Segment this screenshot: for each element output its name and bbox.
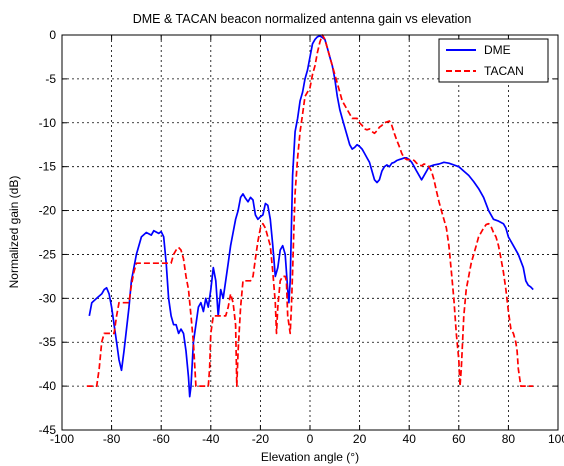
x-tick-label: 100 [548, 432, 564, 446]
series-line-dme [88, 35, 534, 398]
y-tick-label: -5 [45, 72, 56, 86]
x-tick-label: -80 [103, 432, 121, 446]
y-tick-label: -45 [39, 423, 57, 437]
x-tick-label: -60 [153, 432, 171, 446]
x-tick-label: -20 [252, 432, 270, 446]
x-tick-label: 0 [307, 432, 314, 446]
y-tick-label: -35 [39, 335, 57, 349]
x-tick-label: 60 [452, 432, 466, 446]
y-tick-label: -25 [39, 247, 57, 261]
y-tick-label: -10 [39, 116, 57, 130]
x-tick-label: 40 [403, 432, 417, 446]
chart-title: DME & TACAN beacon normalized antenna ga… [133, 12, 472, 26]
grid-lines [62, 35, 558, 430]
legend-label-dme: DME [484, 43, 511, 57]
x-tick-label: -40 [202, 432, 220, 446]
y-tick-label: -40 [39, 379, 57, 393]
y-tick-label: -30 [39, 291, 57, 305]
legend: DME TACAN [438, 38, 549, 83]
y-tick-label: 0 [49, 28, 56, 42]
x-tick-label: -100 [50, 432, 74, 446]
series-line-tacan [86, 34, 534, 387]
series-lines [86, 34, 534, 398]
legend-label-tacan: TACAN [484, 64, 524, 78]
y-tick-label: -15 [39, 160, 57, 174]
x-tick-label: 80 [502, 432, 516, 446]
legend-box [438, 38, 549, 83]
x-tick-label: 20 [353, 432, 367, 446]
y-tick-label: -20 [39, 204, 57, 218]
axis-ticks: -100 -80 -60 -40 -20 0 20 40 60 80 100 0 -5 -10 -15 -20… [39, 28, 564, 446]
x-axis-label: Elevation angle (°) [261, 450, 359, 464]
y-axis-label: Normalized gain (dB) [7, 176, 21, 289]
